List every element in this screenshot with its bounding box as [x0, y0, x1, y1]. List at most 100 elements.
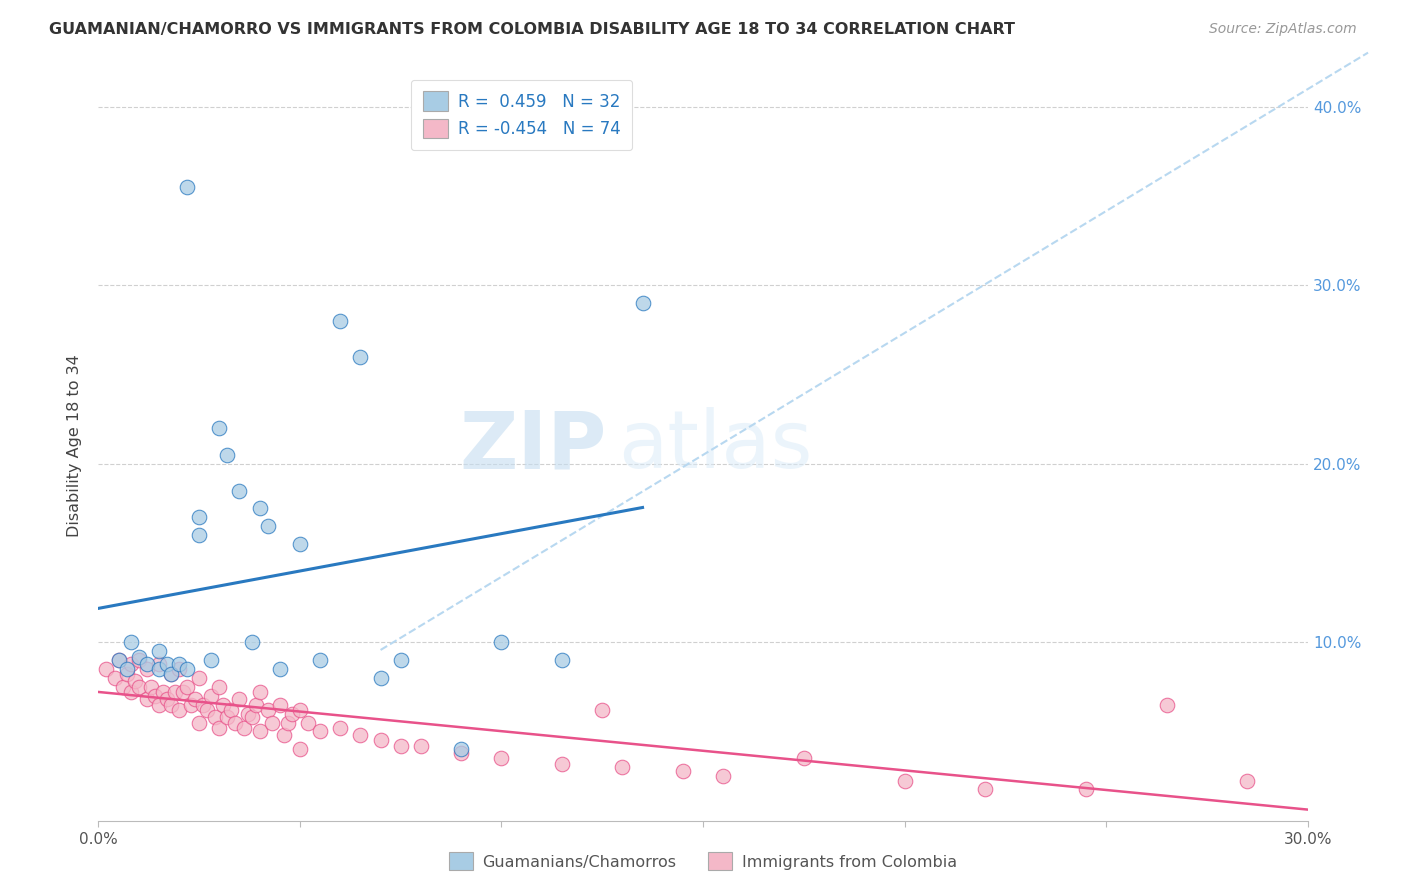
Text: atlas: atlas	[619, 407, 813, 485]
Legend: Guamanians/Chamorros, Immigrants from Colombia: Guamanians/Chamorros, Immigrants from Co…	[443, 846, 963, 877]
Point	[893, 774, 915, 789]
Point	[281, 706, 304, 721]
Point	[551, 653, 574, 667]
Point	[111, 680, 134, 694]
Point	[349, 728, 371, 742]
Point	[1236, 774, 1258, 789]
Point	[297, 715, 319, 730]
Point	[349, 350, 371, 364]
Point	[124, 674, 146, 689]
Point	[120, 657, 142, 671]
Point	[370, 733, 392, 747]
Point	[288, 703, 311, 717]
Point	[160, 667, 183, 681]
Point	[200, 689, 222, 703]
Point	[115, 667, 138, 681]
Point	[167, 657, 190, 671]
Point	[450, 742, 472, 756]
Point	[208, 680, 231, 694]
Point	[389, 653, 412, 667]
Point	[135, 662, 157, 676]
Point	[256, 703, 278, 717]
Point	[188, 528, 211, 542]
Point	[148, 657, 170, 671]
Point	[370, 671, 392, 685]
Legend: R =  0.459   N = 32, R = -0.454   N = 74: R = 0.459 N = 32, R = -0.454 N = 74	[411, 79, 633, 150]
Point	[107, 653, 129, 667]
Point	[148, 644, 170, 658]
Point	[309, 653, 332, 667]
Point	[176, 180, 198, 194]
Point	[128, 680, 150, 694]
Point	[1074, 781, 1097, 796]
Point	[240, 710, 263, 724]
Point	[172, 685, 194, 699]
Point	[551, 756, 574, 771]
Point	[120, 635, 142, 649]
Point	[269, 698, 291, 712]
Point	[180, 698, 202, 712]
Point	[152, 685, 174, 699]
Point	[148, 698, 170, 712]
Point	[143, 689, 166, 703]
Point	[148, 662, 170, 676]
Point	[269, 662, 291, 676]
Point	[256, 519, 278, 533]
Point	[217, 448, 239, 462]
Point	[236, 706, 259, 721]
Point	[288, 742, 311, 756]
Point	[167, 703, 190, 717]
Text: ZIP: ZIP	[458, 407, 606, 485]
Point	[135, 692, 157, 706]
Point	[128, 649, 150, 664]
Point	[329, 314, 352, 328]
Point	[224, 715, 246, 730]
Point	[260, 715, 283, 730]
Point	[221, 703, 243, 717]
Point	[1156, 698, 1178, 712]
Point	[277, 715, 299, 730]
Point	[160, 667, 183, 681]
Point	[631, 296, 654, 310]
Point	[309, 724, 332, 739]
Point	[200, 653, 222, 667]
Point	[208, 721, 231, 735]
Text: Source: ZipAtlas.com: Source: ZipAtlas.com	[1209, 22, 1357, 37]
Point	[450, 746, 472, 760]
Point	[228, 692, 250, 706]
Point	[135, 657, 157, 671]
Point	[103, 671, 125, 685]
Point	[193, 698, 215, 712]
Point	[711, 769, 734, 783]
Point	[240, 635, 263, 649]
Point	[228, 483, 250, 498]
Point	[212, 698, 235, 712]
Point	[491, 751, 513, 765]
Point	[672, 764, 695, 778]
Point	[329, 721, 352, 735]
Point	[188, 671, 211, 685]
Point	[249, 501, 271, 516]
Point	[409, 739, 432, 753]
Point	[184, 692, 207, 706]
Y-axis label: Disability Age 18 to 34: Disability Age 18 to 34	[67, 355, 83, 537]
Point	[208, 421, 231, 435]
Point	[115, 662, 138, 676]
Point	[491, 635, 513, 649]
Point	[612, 760, 634, 774]
Point	[188, 510, 211, 524]
Point	[204, 710, 226, 724]
Point	[107, 653, 129, 667]
Point	[245, 698, 267, 712]
Point	[156, 657, 179, 671]
Point	[160, 698, 183, 712]
Point	[156, 692, 179, 706]
Text: GUAMANIAN/CHAMORRO VS IMMIGRANTS FROM COLOMBIA DISABILITY AGE 18 TO 34 CORRELATI: GUAMANIAN/CHAMORRO VS IMMIGRANTS FROM CO…	[49, 22, 1015, 37]
Point	[96, 662, 118, 676]
Point	[288, 537, 311, 551]
Point	[974, 781, 997, 796]
Point	[249, 685, 271, 699]
Point	[139, 680, 162, 694]
Point	[120, 685, 142, 699]
Point	[793, 751, 815, 765]
